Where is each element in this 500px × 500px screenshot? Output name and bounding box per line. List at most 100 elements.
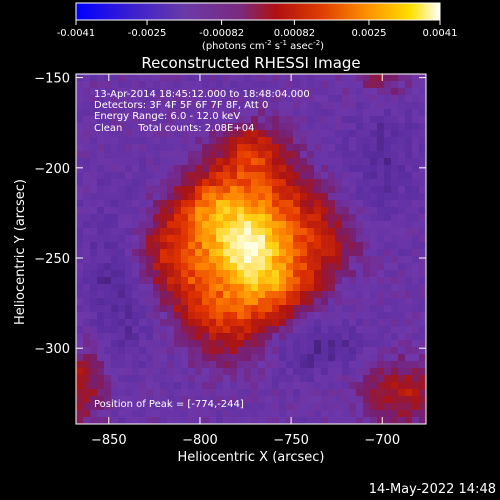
heatmap-pixel bbox=[342, 165, 350, 173]
heatmap-pixel bbox=[244, 354, 252, 362]
heatmap-pixel bbox=[251, 270, 259, 278]
heatmap-pixel bbox=[160, 144, 168, 152]
heatmap-pixel bbox=[405, 368, 413, 376]
heatmap-pixel bbox=[153, 347, 161, 355]
heatmap-pixel bbox=[174, 319, 182, 327]
heatmap-pixel bbox=[188, 102, 196, 110]
heatmap-pixel bbox=[174, 242, 182, 250]
heatmap-pixel bbox=[181, 417, 189, 424]
heatmap-pixel bbox=[314, 375, 322, 383]
heatmap-pixel bbox=[314, 102, 322, 110]
heatmap-pixel bbox=[237, 270, 245, 278]
heatmap-pixel bbox=[363, 410, 371, 418]
heatmap-pixel bbox=[188, 95, 196, 103]
heatmap-pixel bbox=[181, 354, 189, 362]
heatmap-pixel bbox=[139, 74, 147, 82]
heatmap-pixel bbox=[419, 172, 426, 180]
heatmap-pixel bbox=[216, 235, 224, 243]
heatmap-pixel bbox=[328, 109, 336, 117]
heatmap-pixel bbox=[335, 417, 343, 424]
heatmap-pixel bbox=[132, 81, 140, 89]
heatmap-pixel bbox=[335, 137, 343, 145]
heatmap-pixel bbox=[349, 263, 357, 271]
heatmap-pixel bbox=[90, 200, 98, 208]
heatmap-pixel bbox=[167, 88, 175, 96]
heatmap-pixel bbox=[412, 88, 420, 96]
heatmap-pixel bbox=[223, 347, 231, 355]
heatmap-pixel bbox=[412, 270, 420, 278]
heatmap-pixel bbox=[335, 368, 343, 376]
heatmap-pixel bbox=[153, 305, 161, 313]
heatmap-pixel bbox=[342, 235, 350, 243]
heatmap-pixel bbox=[223, 102, 231, 110]
heatmap-pixel bbox=[209, 284, 217, 292]
heatmap-pixel bbox=[265, 368, 273, 376]
heatmap-pixel bbox=[83, 389, 91, 397]
heatmap-pixel bbox=[258, 368, 266, 376]
heatmap-pixel bbox=[279, 200, 287, 208]
heatmap-pixel bbox=[384, 291, 392, 299]
heatmap-pixel bbox=[216, 361, 224, 369]
heatmap-pixel bbox=[349, 242, 357, 250]
heatmap-pixel bbox=[202, 74, 210, 82]
heatmap-pixel bbox=[391, 410, 399, 418]
heatmap-pixel bbox=[181, 410, 189, 418]
heatmap-pixel bbox=[209, 389, 217, 397]
heatmap-pixel bbox=[97, 74, 105, 82]
heatmap-pixel bbox=[167, 123, 175, 131]
colorbar-tick-label: -0.0025 bbox=[128, 28, 167, 39]
heatmap-pixel bbox=[174, 340, 182, 348]
heatmap-pixel bbox=[300, 361, 308, 369]
heatmap-pixel bbox=[314, 116, 322, 124]
heatmap-pixel bbox=[272, 410, 280, 418]
heatmap-pixel bbox=[377, 116, 385, 124]
heatmap-pixel bbox=[97, 221, 105, 229]
heatmap-pixel bbox=[405, 389, 413, 397]
heatmap-pixel bbox=[195, 340, 203, 348]
heatmap-pixel bbox=[181, 389, 189, 397]
heatmap-pixel bbox=[111, 305, 119, 313]
heatmap-pixel bbox=[139, 284, 147, 292]
heatmap-pixel bbox=[118, 172, 126, 180]
heatmap-pixel bbox=[111, 361, 119, 369]
heatmap-pixel bbox=[237, 172, 245, 180]
heatmap-pixel bbox=[244, 417, 252, 424]
heatmap-pixel bbox=[272, 235, 280, 243]
heatmap-pixel bbox=[188, 298, 196, 306]
heatmap-pixel bbox=[90, 284, 98, 292]
heatmap-pixel bbox=[265, 200, 273, 208]
heatmap-pixel bbox=[97, 382, 105, 390]
heatmap-pixel bbox=[76, 305, 84, 313]
heatmap-pixel bbox=[202, 270, 210, 278]
heatmap-pixel bbox=[153, 270, 161, 278]
heatmap-pixel bbox=[272, 312, 280, 320]
heatmap-pixel bbox=[125, 396, 133, 404]
heatmap-pixel bbox=[230, 403, 238, 411]
heatmap-pixel bbox=[125, 179, 133, 187]
heatmap-pixel bbox=[104, 396, 112, 404]
heatmap-pixel bbox=[83, 81, 91, 89]
heatmap-pixel bbox=[97, 298, 105, 306]
heatmap-pixel bbox=[237, 235, 245, 243]
heatmap-pixel bbox=[223, 228, 231, 236]
heatmap-pixel bbox=[391, 396, 399, 404]
heatmap-pixel bbox=[391, 235, 399, 243]
heatmap-pixel bbox=[314, 214, 322, 222]
heatmap-pixel bbox=[363, 116, 371, 124]
heatmap-pixel bbox=[377, 354, 385, 362]
heatmap-pixel bbox=[258, 235, 266, 243]
heatmap-pixel bbox=[111, 375, 119, 383]
heatmap-pixel bbox=[251, 207, 259, 215]
heatmap-pixel bbox=[384, 298, 392, 306]
heatmap-pixel bbox=[370, 368, 378, 376]
heatmap-pixel bbox=[405, 291, 413, 299]
heatmap-pixel bbox=[419, 123, 426, 131]
heatmap-pixel bbox=[244, 81, 252, 89]
heatmap-pixel bbox=[244, 109, 252, 117]
heatmap-pixel bbox=[223, 270, 231, 278]
heatmap-pixel bbox=[405, 228, 413, 236]
heatmap-pixel bbox=[363, 403, 371, 411]
heatmap-pixel bbox=[244, 228, 252, 236]
heatmap-pixel bbox=[111, 347, 119, 355]
heatmap-pixel bbox=[272, 228, 280, 236]
